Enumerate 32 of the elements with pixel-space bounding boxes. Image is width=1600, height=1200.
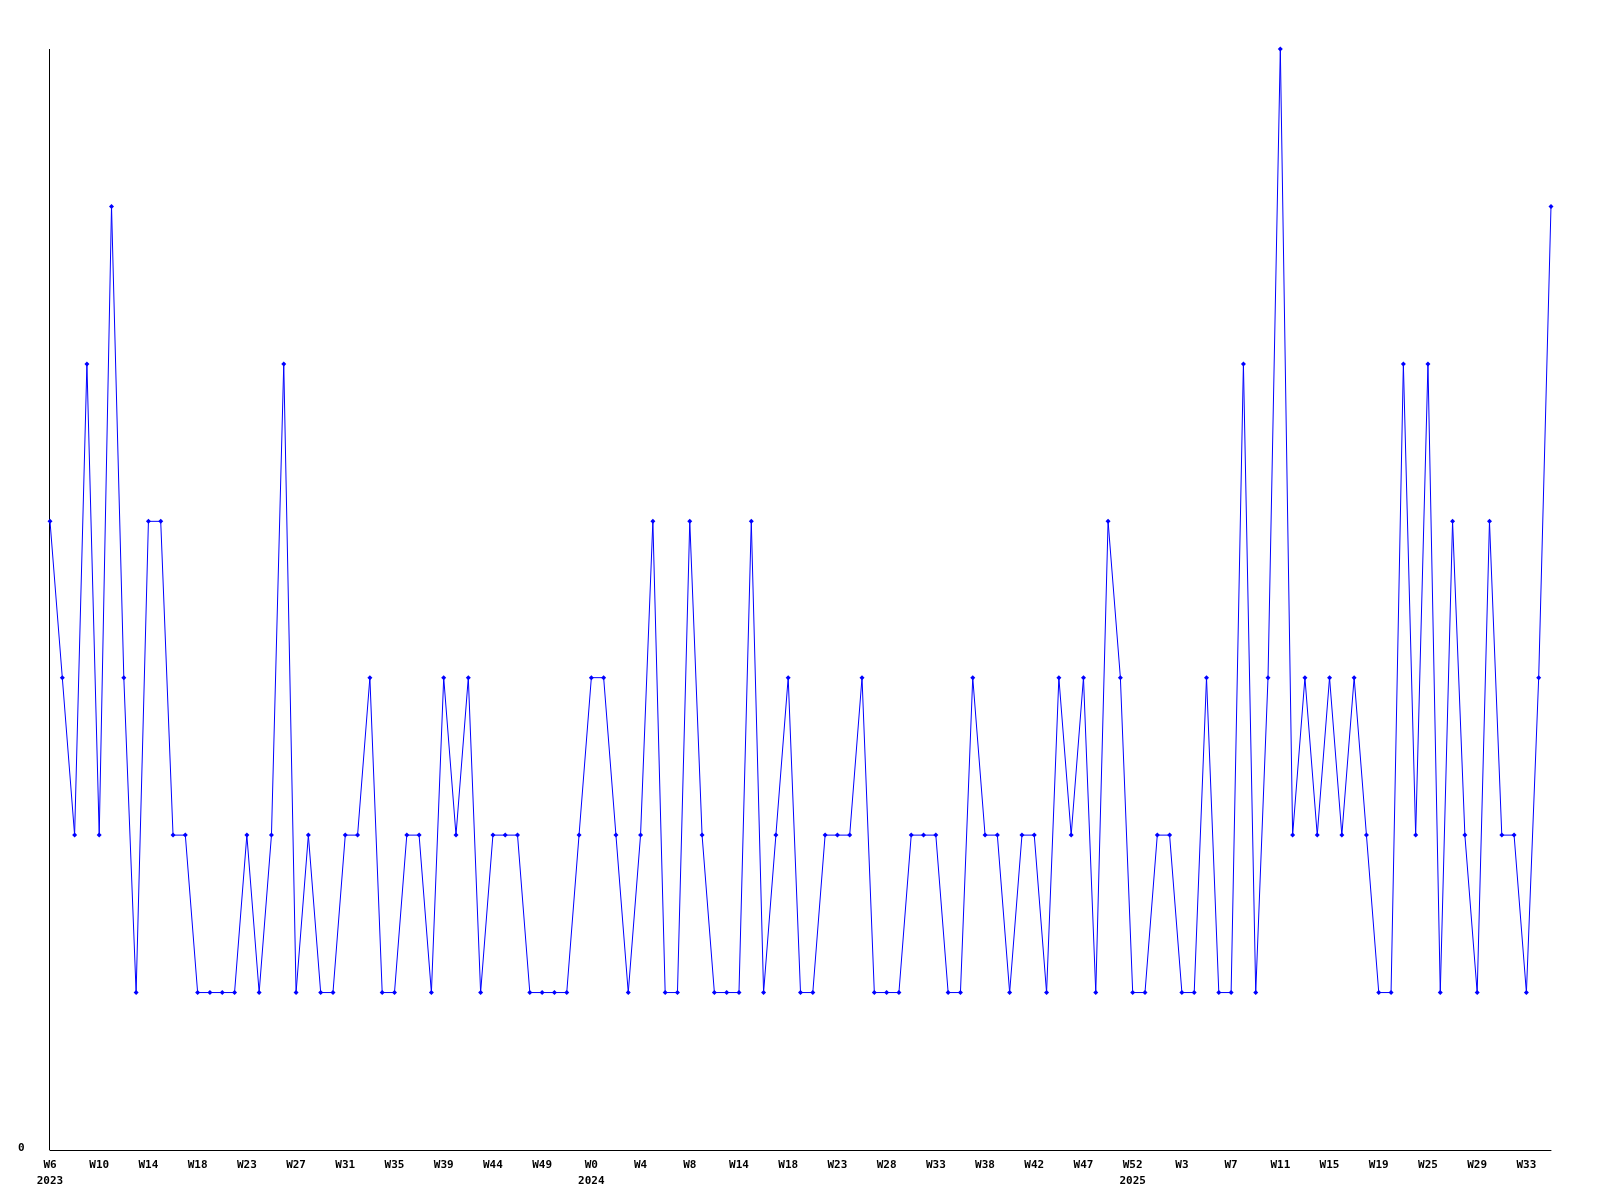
x-tick-label: W44: [482, 1157, 504, 1171]
x-tick-label: W7: [1224, 1157, 1238, 1171]
x-tick-label: W42: [1024, 1157, 1045, 1171]
x-tick-label: W49: [532, 1157, 553, 1171]
x-tick-label: W8: [683, 1157, 697, 1171]
text: 0: [18, 1141, 25, 1154]
x-tick-label: W14: [138, 1157, 159, 1171]
x-tick-label: W27: [286, 1157, 306, 1171]
x-tick-label: W0 2024: [578, 1157, 605, 1187]
x-tick-label: W28: [876, 1157, 897, 1171]
x-tick-label: W10: [89, 1157, 110, 1171]
x-tick-label: W15: [1319, 1157, 1340, 1171]
x-tick-label: W11: [1270, 1157, 1291, 1171]
x-tick-label: W6 2023: [36, 1157, 64, 1187]
x-tick-label: W33: [925, 1157, 946, 1171]
x-tick-label: W19: [1368, 1157, 1389, 1171]
x-tick-label: W14: [729, 1157, 750, 1171]
x-tick-label: W47: [1073, 1157, 1094, 1171]
x-tick-label: W33: [1516, 1157, 1537, 1171]
x-tick-label: W23: [827, 1157, 848, 1171]
x-tick-label: W39: [433, 1157, 454, 1171]
x-tick-label: W29: [1467, 1157, 1488, 1171]
x-tick-label: W52 2025: [1119, 1157, 1146, 1187]
x-tick-label: W38: [975, 1157, 995, 1171]
x-tick-label: W4: [633, 1157, 648, 1171]
x-tick-label: W3: [1175, 1157, 1189, 1171]
x-tick-label: W35: [384, 1157, 405, 1171]
x-tick-label: W23: [236, 1157, 257, 1171]
x-tick-label: W18: [187, 1157, 208, 1171]
x-tick-label: W31: [335, 1157, 356, 1171]
x-tick-label: W25: [1418, 1157, 1438, 1171]
x-tick-label: W18: [778, 1157, 799, 1171]
